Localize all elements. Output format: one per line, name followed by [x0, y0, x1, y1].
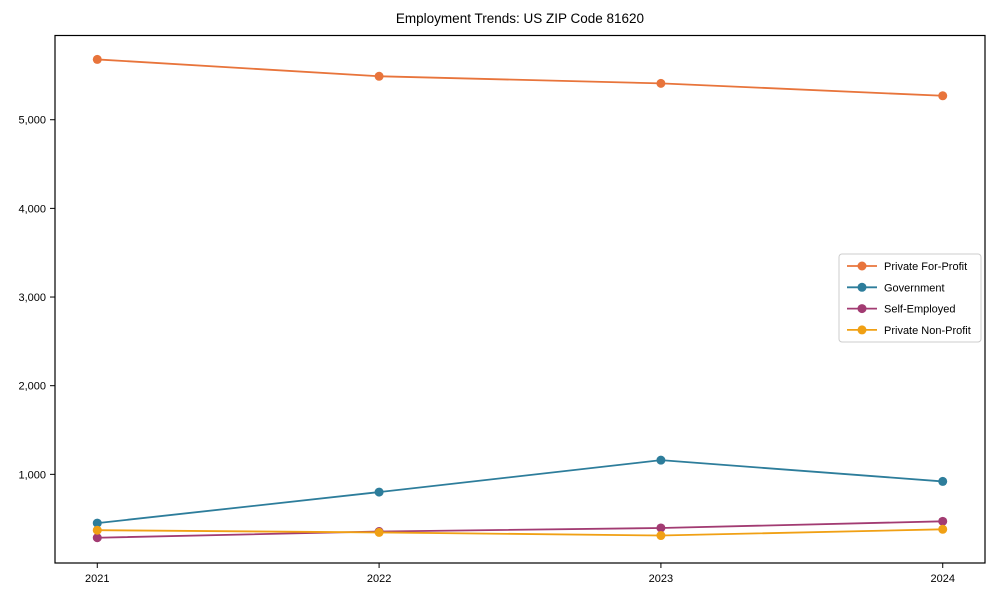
series-marker-private-for-profit — [374, 71, 384, 81]
y-axis-tick-label: 5,000 — [18, 115, 46, 127]
series-marker-private-for-profit — [656, 78, 666, 88]
legend-swatch-marker — [857, 282, 867, 292]
series-marker-self-employed — [92, 533, 102, 543]
series-marker-private-non-profit — [92, 525, 102, 535]
legend-item-government: Government — [847, 282, 945, 294]
legend-swatch-marker — [857, 304, 867, 314]
chart-title: Employment Trends: US ZIP Code 81620 — [395, 11, 645, 26]
series-line-government — [97, 459, 943, 524]
y-axis-tick-label: 1,000 — [18, 469, 46, 481]
y-axis-tick-label: 2,000 — [18, 381, 46, 393]
legend-box — [838, 253, 982, 343]
series-marker-government — [92, 518, 102, 528]
x-axis-tick-label: 2023 — [649, 573, 673, 585]
x-axis-tick-label: 2024 — [930, 573, 954, 585]
legend-item-private-for-profit: Private For-Profit — [847, 261, 967, 273]
series-marker-government — [374, 487, 384, 497]
x-axis-tick-label: 2021 — [85, 573, 109, 585]
legend: Private For-Profit Government Self-Employe… — [838, 253, 982, 343]
legend-swatch-marker — [857, 261, 867, 271]
series-line-self-employed — [97, 520, 943, 539]
series-marker-government — [938, 476, 948, 486]
series-marker-private-non-profit — [374, 527, 384, 537]
series-marker-government — [656, 455, 666, 465]
legend-label: Private For-Profit — [884, 261, 967, 273]
legend-label: Private Non-Profit — [884, 325, 971, 337]
plot-area-border — [54, 34, 986, 564]
legend-item-private-non-profit: Private Non-Profit — [847, 325, 971, 337]
series-marker-self-employed — [656, 523, 666, 533]
legend-item-self-employed: Self-Employed — [847, 304, 956, 316]
series-marker-private-for-profit — [938, 91, 948, 101]
x-axis-tick-label: 2022 — [367, 573, 391, 585]
y-axis-tick-label: 3,000 — [18, 292, 46, 304]
series-marker-self-employed — [938, 516, 948, 526]
series-marker-private-non-profit — [656, 531, 666, 541]
series-line-private-non-profit — [97, 528, 943, 537]
series-marker-private-non-profit — [938, 524, 948, 534]
series-marker-private-for-profit — [92, 54, 102, 64]
legend-label: Government — [884, 282, 945, 294]
legend-swatch-marker — [857, 325, 867, 335]
series-line-private-for-profit — [97, 58, 943, 97]
legend-label: Self-Employed — [884, 304, 956, 316]
y-axis-tick-label: 4,000 — [18, 203, 46, 215]
